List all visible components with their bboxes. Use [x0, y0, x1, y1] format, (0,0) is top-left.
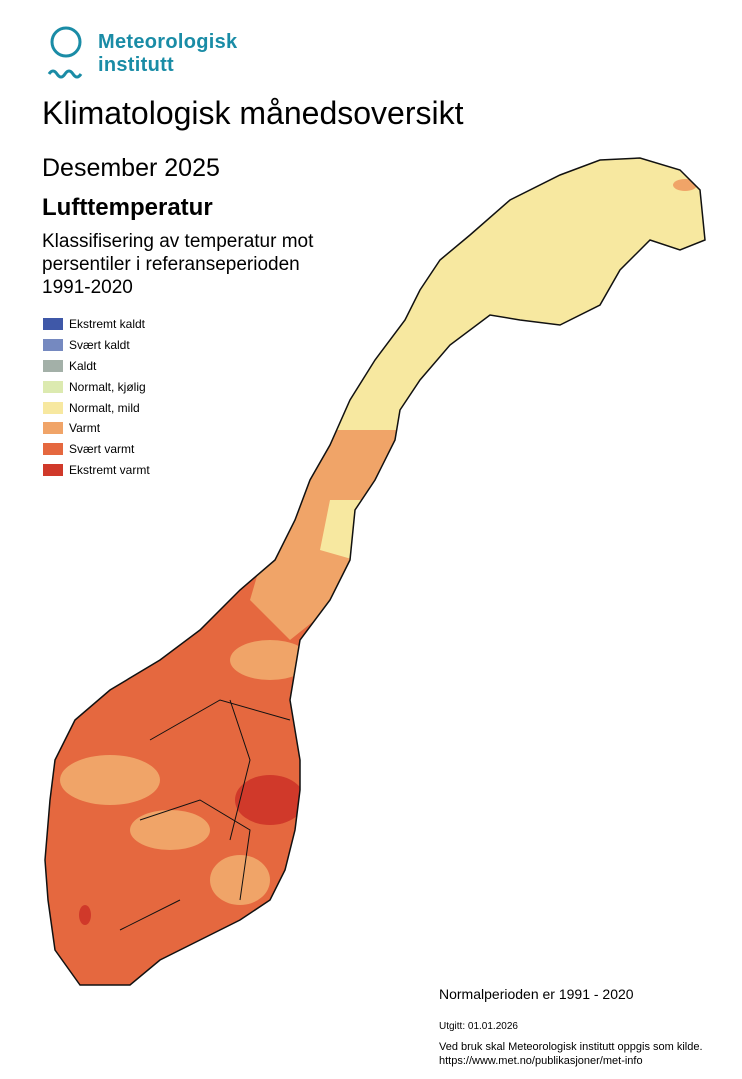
legend-swatch: [43, 463, 63, 476]
legend-item: Svært kaldt: [43, 335, 150, 356]
legend-label: Varmt: [69, 421, 101, 436]
description-line: 1991-2020: [42, 277, 133, 298]
legend-swatch: [43, 380, 63, 393]
legend-label: Ekstremt kaldt: [69, 317, 146, 332]
legend-label: Normalt, kjølig: [69, 379, 146, 394]
legend-item: Ekstremt kaldt: [43, 314, 150, 335]
description-line: persentiler i referanseperioden: [42, 254, 300, 275]
description-line: Klassifisering av temperatur mot: [42, 231, 314, 252]
logo-line2: institutt: [98, 54, 175, 76]
logo-mark: [47, 26, 83, 79]
logo-line1: Meteorologisk: [98, 31, 238, 53]
legend-swatch: [43, 359, 63, 372]
legend-item: Normalt, kjølig: [43, 376, 150, 397]
legend-label: Svært kaldt: [69, 338, 130, 353]
legend-label: Svært varmt: [69, 442, 135, 457]
source-line: Ved bruk skal Meteorologisk institutt op…: [439, 1041, 703, 1053]
legend-swatch: [43, 318, 63, 331]
variable: Lufttemperatur: [42, 194, 213, 221]
legend-item: Kaldt: [43, 356, 150, 377]
legend-swatch: [43, 401, 63, 414]
legend: Ekstremt kaldt Svært kaldt Kaldt Normalt, k…: [43, 314, 150, 480]
legend-swatch: [43, 339, 63, 352]
legend-item: Svært varmt: [43, 439, 150, 460]
legend-swatch: [43, 422, 63, 435]
title: Klimatologisk månedsoversikt: [42, 95, 464, 131]
source-line: https://www.met.no/publikasjoner/met-inf…: [439, 1055, 643, 1067]
month: Desember 2025: [42, 154, 220, 182]
legend-label: Normalt, mild: [69, 400, 140, 415]
description: Klassifisering av temperatur mot persent…: [42, 230, 313, 299]
legend-item: Varmt: [43, 418, 150, 439]
legend-item: Ekstremt varmt: [43, 460, 150, 481]
legend-swatch: [43, 443, 63, 456]
region-borders: [119, 699, 291, 931]
issued: Utgitt: 01.01.2026: [439, 1021, 518, 1032]
legend-label: Kaldt: [69, 358, 97, 373]
source: Ved bruk skal Meteorologisk institutt op…: [439, 1040, 703, 1068]
legend-label: Ekstremt varmt: [69, 462, 150, 477]
legend-item: Normalt, mild: [43, 397, 150, 418]
normal-period: Normalperioden er 1991 - 2020: [439, 986, 634, 1002]
